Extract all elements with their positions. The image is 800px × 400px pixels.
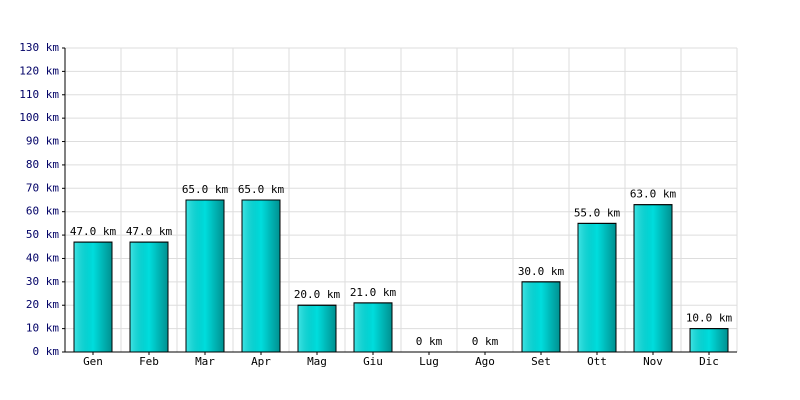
bar-shade [129,241,169,353]
bar-shade [185,199,225,353]
y-tick-label: 50 km [26,228,59,241]
y-tick-label: 80 km [26,158,59,171]
bar-shade [689,328,729,353]
y-tick-label: 100 km [19,111,59,124]
y-tick-label: 130 km [19,41,59,54]
value-label: 20.0 km [294,288,341,301]
x-tick-label: Nov [643,355,663,368]
bar-shade [633,204,673,353]
value-label: 47.0 km [70,225,117,238]
y-tick-label: 40 km [26,251,59,264]
x-tick-label: Ott [587,355,607,368]
y-tick-label: 30 km [26,275,59,288]
x-tick-label: Giu [363,355,383,368]
y-tick-label: 120 km [19,64,59,77]
y-tick-label: 90 km [26,135,59,148]
x-tick-label: Mar [195,355,215,368]
bar-shade [353,302,393,353]
value-label: 65.0 km [238,183,285,196]
value-label: 0 km [416,335,443,348]
x-tick-label: Dic [699,355,719,368]
x-tick-label: Ago [475,355,495,368]
y-tick-label: 70 km [26,181,59,194]
value-label: 55.0 km [574,206,621,219]
y-tick-label: 20 km [26,298,59,311]
value-label: 47.0 km [126,225,173,238]
x-tick-label: Gen [83,355,103,368]
y-tick-label: 0 km [33,345,60,358]
bar-shade [297,304,337,353]
bar-shade [73,241,113,353]
value-label: 30.0 km [518,265,565,278]
x-tick-label: Feb [139,355,159,368]
bar-shade [521,281,561,353]
value-label: 21.0 km [350,286,397,299]
x-tick-label: Apr [251,355,271,368]
x-tick-label: Lug [419,355,439,368]
value-label: 63.0 km [630,188,677,201]
y-tick-label: 110 km [19,88,59,101]
y-tick-label: 10 km [26,322,59,335]
x-tick-label: Mag [307,355,327,368]
value-label: 65.0 km [182,183,229,196]
value-label: 10.0 km [686,312,733,325]
y-tick-label: 60 km [26,205,59,218]
bar-shade [577,222,617,353]
x-tick-label: Set [531,355,551,368]
value-label: 0 km [472,335,499,348]
bar-shade [241,199,281,353]
